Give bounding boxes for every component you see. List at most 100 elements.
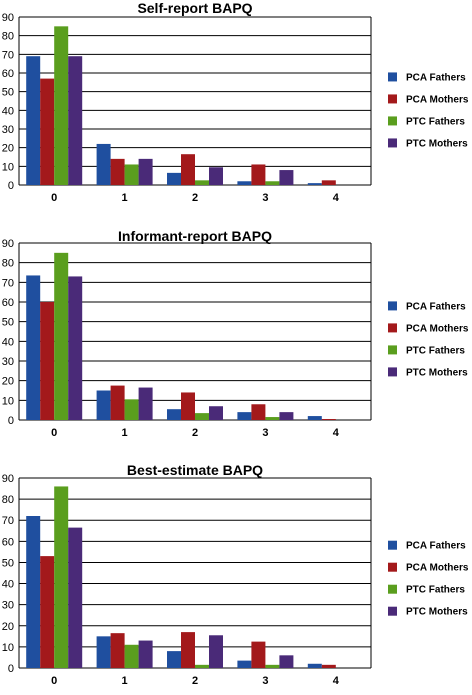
bar-ptc-mothers-0 [68,276,83,420]
x-tick-label: 2 [192,192,198,204]
legend-swatch [388,367,397,377]
y-tick-label: 20 [2,143,14,155]
bar-ptc-fathers-2 [195,180,209,185]
y-tick-label: 90 [2,238,14,250]
legend-swatch [388,606,397,616]
chart-panel-1: Informant-report BAPQ0102030405060708090… [2,228,469,439]
bar-pca-mothers-1 [110,385,125,420]
y-tick-label: 90 [2,473,14,485]
x-tick-label: 4 [333,675,340,687]
bar-ptc-mothers-1 [138,387,153,420]
bar-ptc-mothers-3 [279,655,294,668]
bar-pca-fathers-2 [167,409,181,420]
y-tick-label: 80 [2,258,14,270]
bar-pca-fathers-4 [307,663,322,668]
legend-label: PTC Fathers [406,345,465,356]
bar-ptc-fathers-2 [195,664,209,668]
y-tick-label: 10 [2,642,14,654]
x-tick-label: 2 [192,675,198,687]
bar-pca-fathers-3 [237,660,252,668]
legend-label: PCA Mothers [406,94,469,105]
x-tick-label: 1 [122,427,128,439]
legend-label: PTC Fathers [406,116,465,127]
bar-ptc-fathers-1 [124,164,139,185]
bar-pca-mothers-0 [40,302,55,420]
chart-title: Self-report BAPQ [137,0,252,16]
bar-ptc-fathers-2 [195,413,209,420]
bar-ptc-mothers-2 [209,167,223,185]
bar-pca-mothers-2 [181,392,195,420]
y-tick-label: 80 [2,31,14,43]
legend-label: PCA Fathers [406,72,466,83]
x-tick-label: 3 [262,675,268,687]
bar-ptc-mothers-1 [138,158,153,185]
y-tick-label: 70 [2,49,14,61]
x-tick-label: 3 [262,192,268,204]
legend-label: PCA Mothers [406,563,469,574]
bar-pca-fathers-1 [96,390,111,420]
bar-pca-fathers-1 [96,636,111,668]
bar-ptc-mothers-1 [138,640,153,668]
x-tick-label: 4 [333,192,340,204]
bar-pca-fathers-1 [96,143,111,185]
bar-pca-mothers-1 [110,633,125,668]
bar-pca-mothers-2 [181,632,195,668]
bar-pca-fathers-0 [26,275,41,420]
x-tick-label: 0 [51,675,57,687]
bar-pca-mothers-3 [251,404,266,420]
bar-pca-fathers-3 [237,181,252,185]
bar-pca-mothers-4 [321,664,336,668]
bar-ptc-mothers-0 [68,527,83,668]
y-tick-label: 10 [2,161,14,173]
legend-swatch [388,72,397,82]
y-tick-label: 70 [2,515,14,527]
bar-pca-fathers-2 [167,651,181,668]
x-tick-label: 4 [333,427,340,439]
y-tick-label: 70 [2,277,14,289]
bar-ptc-fathers-3 [265,664,280,668]
y-tick-label: 30 [2,356,14,368]
bar-pca-fathers-4 [307,183,322,185]
legend-swatch [388,94,397,104]
y-tick-label: 0 [8,180,14,192]
legend-label: PCA Mothers [406,323,469,334]
bar-ptc-fathers-0 [54,252,69,420]
x-tick-label: 1 [122,192,128,204]
legend-swatch [388,323,397,333]
y-tick-label: 0 [8,663,14,675]
legend-label: PTC Mothers [406,367,468,378]
y-tick-label: 40 [2,579,14,591]
legend-label: PTC Fathers [406,585,465,596]
bar-pca-mothers-1 [110,158,125,185]
x-tick-label: 0 [51,192,57,204]
y-tick-label: 50 [2,317,14,329]
y-tick-label: 50 [2,557,14,569]
legend-label: PCA Fathers [406,541,466,552]
bar-ptc-fathers-1 [124,399,139,420]
legend-label: PTC Mothers [406,607,468,618]
y-tick-label: 20 [2,376,14,388]
bar-pca-mothers-2 [181,154,195,185]
y-tick-label: 40 [2,336,14,348]
bar-ptc-fathers-3 [265,181,280,185]
bar-pca-fathers-0 [26,56,41,186]
bar-pca-fathers-3 [237,412,252,420]
bar-pca-mothers-3 [251,641,266,668]
bar-pca-mothers-4 [321,180,336,185]
bar-ptc-mothers-3 [279,412,294,420]
bar-ptc-mothers-2 [209,406,223,420]
y-tick-label: 20 [2,621,14,633]
bar-pca-mothers-3 [251,164,266,185]
bar-ptc-mothers-0 [68,56,83,186]
bar-pca-fathers-4 [307,416,322,420]
bar-ptc-fathers-0 [54,26,69,186]
legend-swatch [388,138,397,148]
y-tick-label: 80 [2,494,14,506]
y-tick-label: 30 [2,600,14,612]
bar-pca-mothers-4 [321,419,336,420]
bar-ptc-fathers-0 [54,486,69,668]
x-tick-label: 1 [122,675,128,687]
x-tick-label: 0 [51,427,57,439]
bar-ptc-fathers-1 [124,644,139,668]
